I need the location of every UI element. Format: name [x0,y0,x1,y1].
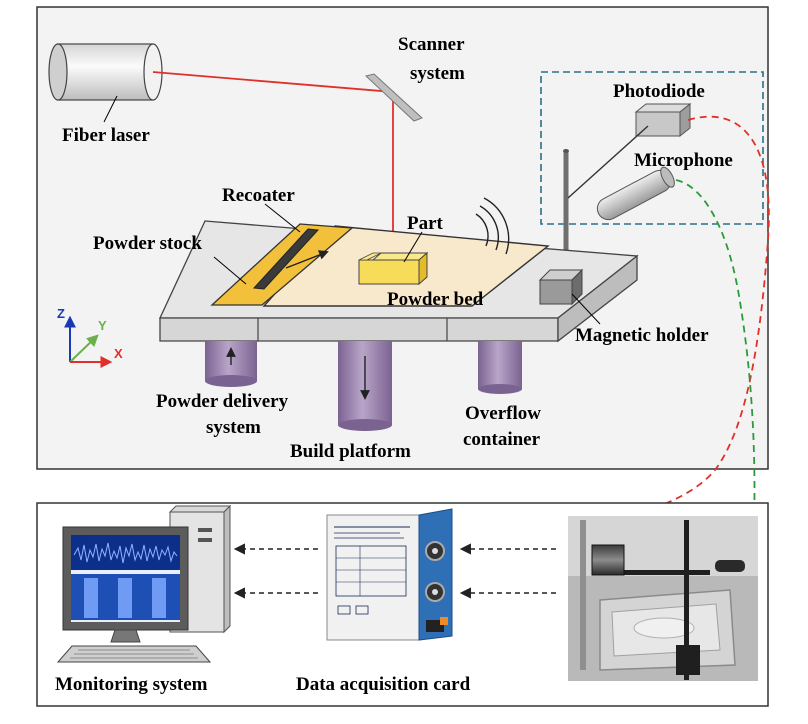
powder-delivery-label-line2: system [206,417,261,438]
part-label: Part [407,213,444,234]
build-platform-label: Build platform [290,441,411,462]
overflow-label-line1: Overflow [465,403,541,424]
magnetic-holder-block [538,268,584,306]
photodiode-signal-line [590,115,770,529]
recoater-direction-arrow [285,250,329,269]
powder-delivery-label-line1: Powder delivery [156,391,289,412]
powder-bed-label: Powder bed [387,289,484,310]
setup-photo-icon [568,516,758,681]
computer-icon [56,504,232,663]
axes-triad: Z Y X [57,306,123,368]
overflow-cylinder [478,341,522,394]
data-acquisition-card-label: Data acquisition card [296,674,471,695]
sensor-dashed-box [540,71,764,225]
part-leader [403,231,423,263]
powder-stock-leader [213,256,247,285]
rod-tip [563,149,569,153]
recoater-label: Recoater [222,185,295,206]
overflow-label-line2: container [463,429,541,450]
magnetic-holder-leader [571,293,601,325]
part-block [358,251,429,286]
daq-card-icon [326,508,453,641]
fiber-laser-label: Fiber laser [62,125,150,146]
fiber-laser-leader [103,95,118,123]
scanner-label-line1: Scanner [398,34,465,55]
axis-z-label: Z [57,306,65,321]
axis-y-label: Y [98,318,107,333]
build-platform-cylinder [338,341,392,431]
recoater-leader [264,203,301,233]
monitoring-system-label: Monitoring system [55,674,208,695]
axis-x-label: X [114,346,123,361]
microphone-icon [596,166,675,221]
scanner-mirror-icon [364,73,423,122]
photodiode-icon [634,102,692,138]
powder-delivery-cylinder [205,341,257,387]
powder-stock-label: Powder stock [93,233,202,254]
acoustic-waves [475,197,510,255]
scanner-label-line2: system [410,63,465,84]
sensor-arm [567,125,649,199]
data-flow-arrows [233,543,556,599]
microphone-label: Microphone [634,150,733,171]
microphone-signal-line [675,179,761,531]
laser-cylinder-icon [48,43,163,101]
photodiode-label: Photodiode [613,81,705,102]
magnetic-holder-label: Magnetic holder [575,325,709,346]
recoater-blade [252,228,320,290]
